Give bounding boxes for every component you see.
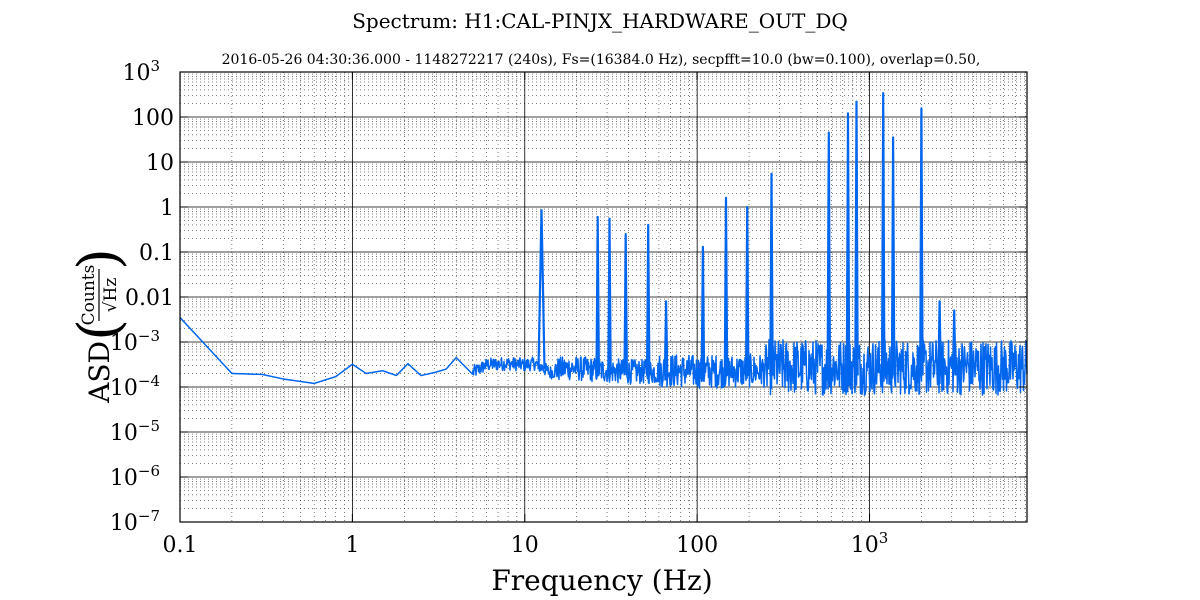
y-tick-label: 10−4 bbox=[110, 372, 160, 401]
spectral-peak bbox=[890, 136, 896, 376]
y-axis-label-denominator: √Hz bbox=[101, 278, 121, 313]
y-tick-label: 0.1 bbox=[139, 241, 174, 266]
y-axis-label-close-paren: ) bbox=[67, 248, 132, 270]
y-tick-label: 10−6 bbox=[110, 462, 160, 491]
spectral-peak bbox=[845, 112, 851, 376]
x-tick-label: 100 bbox=[676, 533, 718, 558]
y-tick-label: 100 bbox=[132, 106, 174, 131]
y-tick-label: 10−7 bbox=[110, 507, 160, 536]
spectral-peak bbox=[854, 100, 859, 376]
y-tick-label: 103 bbox=[122, 57, 160, 86]
y-tick-label: 10 bbox=[146, 151, 174, 176]
y-axis-label-prefix: ASD bbox=[83, 341, 116, 404]
spectral-peak bbox=[663, 300, 669, 376]
x-axis-label: Frequency (Hz) bbox=[491, 564, 712, 597]
spectral-peak bbox=[595, 215, 600, 374]
series-layer bbox=[179, 92, 1028, 396]
x-tick-label: 103 bbox=[851, 529, 889, 558]
y-tick-label: 0.01 bbox=[125, 286, 174, 311]
y-axis-label: ASD ( Counts √Hz ) bbox=[67, 248, 132, 404]
x-axis-ticks: 0.1 1 10 100 103 bbox=[163, 72, 889, 558]
spectral-peak bbox=[723, 196, 729, 377]
y-tick-label: 10−5 bbox=[110, 417, 160, 446]
spectral-peak bbox=[919, 107, 924, 376]
spectral-peak bbox=[645, 223, 651, 376]
spectral-peak bbox=[769, 172, 774, 376]
x-tick-label: 1 bbox=[345, 533, 359, 558]
chart-subtitle: 2016-05-26 04:30:36.000 - 1148272217 (24… bbox=[222, 52, 981, 68]
spectral-peak bbox=[826, 131, 832, 376]
plot-area bbox=[179, 71, 1028, 523]
x-tick-label: 0.1 bbox=[163, 533, 198, 558]
x-tick-label: 10 bbox=[511, 533, 539, 558]
spectral-peak bbox=[623, 233, 628, 376]
spectral-peak bbox=[744, 205, 750, 377]
spectral-peak bbox=[607, 217, 612, 375]
y-axis-label-open-paren: ( bbox=[67, 319, 132, 341]
series-line bbox=[179, 317, 1028, 396]
y-axis-label-numerator: Counts bbox=[79, 265, 99, 326]
y-tick-label: 1 bbox=[160, 196, 174, 221]
spectral-peak bbox=[951, 309, 957, 376]
spectral-peak bbox=[880, 92, 886, 376]
spectral-peak bbox=[937, 300, 942, 376]
spectral-peak bbox=[537, 209, 546, 370]
spectral-peak bbox=[700, 245, 706, 377]
chart-title: Spectrum: H1:CAL-PINJX_HARDWARE_OUT_DQ bbox=[352, 9, 848, 33]
